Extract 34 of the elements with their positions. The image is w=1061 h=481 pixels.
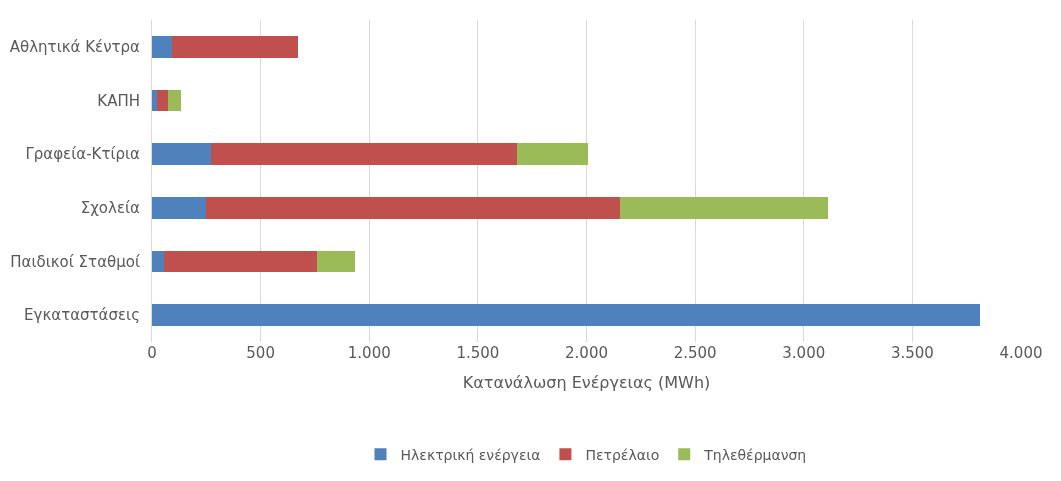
bar — [152, 89, 157, 112]
bar — [163, 250, 317, 273]
bar — [171, 36, 298, 58]
y-tick-label: Σχολεία — [80, 199, 141, 218]
bar — [152, 36, 172, 58]
x-tick-label: 2.000 — [565, 344, 608, 362]
y-tick-label: Εγκαταστάσεις — [24, 306, 140, 325]
bar — [152, 143, 211, 165]
x-axis-title: Κατανάλωση Ενέργειας (MWh) — [462, 372, 711, 392]
x-tick-label: 3.000 — [782, 344, 826, 362]
x-tick-label: 0 — [147, 344, 157, 362]
x-tick-label: 1.000 — [347, 344, 391, 362]
y-tick-label: ΚΑΠΗ — [97, 91, 140, 110]
x-tick-label: 500 — [246, 344, 275, 362]
bar — [205, 197, 620, 219]
bar — [168, 89, 181, 112]
bar — [210, 143, 517, 165]
bar — [152, 197, 206, 219]
legend-label: Ηλεκτρική ενέργεια — [400, 446, 541, 463]
legend-label: Τηλεθέρμανση — [703, 446, 807, 463]
bar — [152, 250, 164, 273]
x-tick-label: 3.500 — [890, 344, 934, 362]
bar — [152, 304, 980, 326]
y-tick-label: Αθλητικά Κέντρα — [9, 38, 141, 57]
x-tick-label: 1.500 — [456, 344, 500, 362]
x-tick-label: 2.500 — [673, 344, 717, 362]
bar — [619, 197, 828, 219]
legend-label: Πετρέλαιο — [585, 446, 660, 463]
bar — [156, 89, 169, 112]
bar — [316, 250, 355, 273]
y-tick-label: Γραφεία-Κτίρια — [25, 145, 141, 164]
bar — [516, 143, 589, 165]
y-tick-label: Παιδικοί Σταθμοί — [10, 252, 140, 271]
x-tick-label: 4.000 — [999, 344, 1043, 362]
